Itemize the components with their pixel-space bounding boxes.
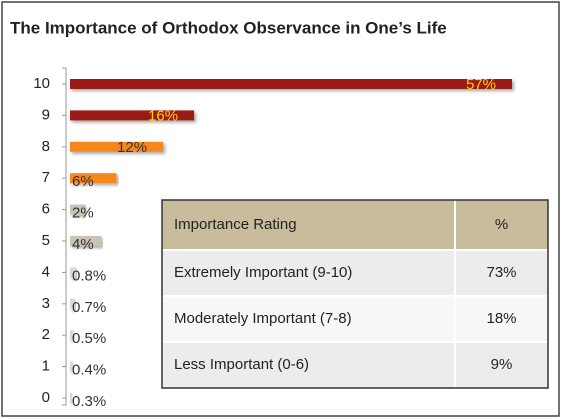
bar (70, 298, 76, 309)
data-label: 0.8% (72, 267, 106, 284)
table-cell: Moderately Important (7-8) (174, 310, 352, 327)
table-header: % (495, 216, 508, 233)
y-tick-label: 9 (42, 106, 50, 123)
data-label: 16% (148, 107, 178, 124)
bar (70, 79, 512, 89)
data-label: 0.3% (72, 393, 106, 410)
table-header-bg (162, 200, 548, 250)
y-tick-label: 8 (42, 138, 50, 155)
data-label: 0.4% (72, 362, 106, 379)
data-label: 6% (72, 173, 94, 190)
axis-line (62, 67, 67, 406)
data-label: 4% (72, 236, 94, 253)
data-label: 2% (72, 205, 94, 222)
data-label: 12% (117, 139, 147, 156)
bar (70, 267, 77, 278)
table-cell: 18% (486, 310, 516, 327)
table-cell: Less Important (0-6) (174, 356, 309, 373)
bar (70, 204, 86, 215)
table-cell: 9% (491, 356, 513, 373)
y-tick-label: 0 (42, 389, 50, 406)
y-tick-label: 5 (42, 232, 50, 249)
table-cell: Extremely Important (9-10) (174, 264, 352, 281)
table-row-bg (162, 342, 548, 388)
table-border (161, 199, 549, 389)
y-tick-label: 3 (42, 295, 50, 312)
y-tick-label: 7 (42, 169, 50, 186)
table-row-bg (162, 296, 548, 342)
y-tick-label: 2 (42, 326, 50, 343)
bar (70, 361, 74, 372)
y-tick-label: 4 (42, 263, 50, 280)
bar (70, 141, 164, 152)
table-cell: 73% (486, 264, 516, 281)
table-row-bg (162, 250, 548, 296)
y-tick-label: 10 (33, 75, 50, 92)
bar (70, 236, 102, 246)
bar (70, 110, 195, 121)
data-label: 0.7% (72, 299, 106, 316)
y-tick-label: 1 (42, 358, 50, 375)
bar (70, 393, 73, 403)
bar (70, 330, 74, 341)
table-header: Importance Rating (174, 216, 297, 233)
data-label: 57% (466, 76, 496, 93)
data-label: 0.5% (72, 330, 106, 347)
y-tick-label: 6 (42, 201, 50, 218)
chart-title: The Importance of Orthodox Observance in… (10, 18, 447, 37)
bar (70, 173, 117, 184)
